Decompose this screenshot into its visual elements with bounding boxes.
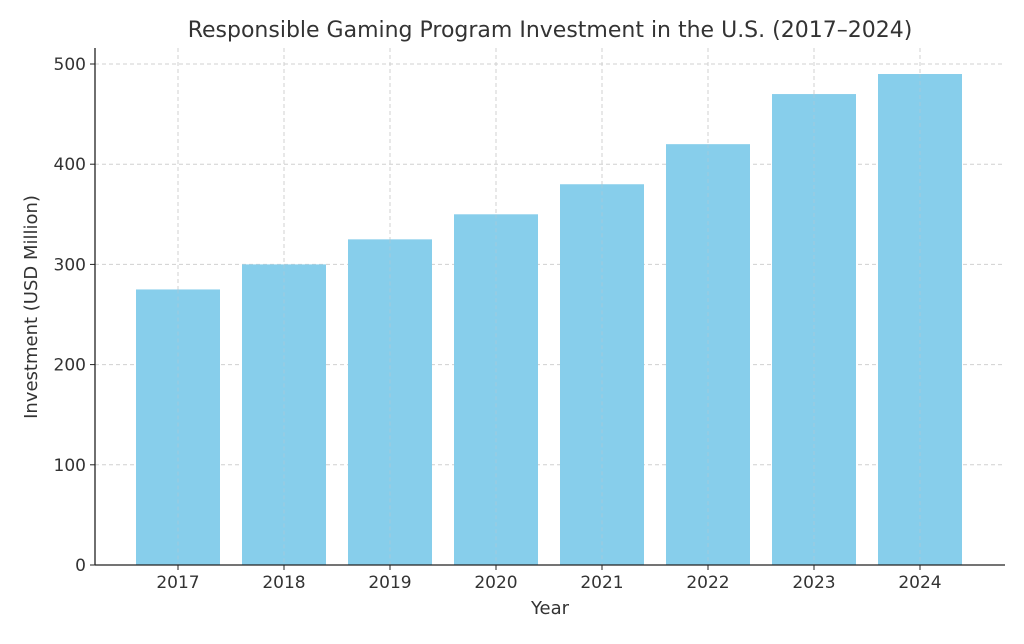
x-axis-label: Year	[530, 598, 570, 619]
y-tick-label: 500	[54, 55, 86, 75]
x-tick-label: 2023	[792, 573, 835, 593]
x-tick-label: 2017	[156, 573, 199, 593]
x-tick-label: 2021	[580, 573, 623, 593]
bars	[136, 74, 962, 566]
y-tick-label: 0	[75, 556, 86, 576]
x-tick-label: 2022	[686, 573, 729, 593]
grid	[95, 48, 1005, 565]
x-tick-label: 2020	[474, 573, 517, 593]
y-tick-label: 100	[54, 456, 86, 476]
x-tick-label: 2024	[898, 573, 941, 593]
x-tick-label: 2018	[262, 573, 305, 593]
x-axis-ticks: 2017 2018 2019 2020 2021 2022 2023 2024	[156, 565, 942, 593]
y-axis-ticks: 0 100 200 300 400 500	[54, 55, 95, 576]
y-tick-label: 400	[54, 155, 86, 175]
x-tick-label: 2019	[368, 573, 411, 593]
y-tick-label: 200	[54, 356, 86, 376]
y-tick-label: 300	[54, 255, 86, 275]
chart-title: Responsible Gaming Program Investment in…	[188, 18, 913, 43]
y-axis-label: Investment (USD Million)	[21, 195, 42, 419]
